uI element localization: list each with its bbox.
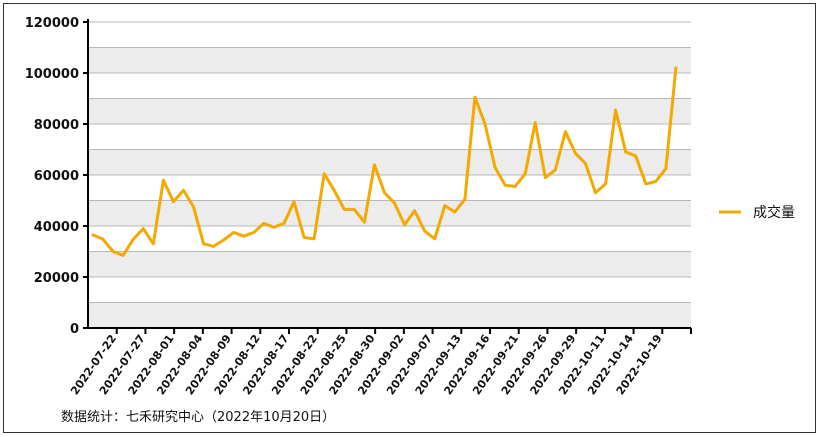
grid-bands xyxy=(88,47,691,328)
grid-band xyxy=(88,200,691,226)
line-chart: 0 20000 40000 60000 80000 100000 120000 2022-0… xyxy=(25,16,795,425)
y-tick-label: 40000 xyxy=(34,220,79,235)
y-tick-label: 60000 xyxy=(34,169,79,184)
grid-band xyxy=(88,98,691,124)
series-layer xyxy=(91,66,678,257)
y-tick-label: 120000 xyxy=(25,16,79,31)
series-line xyxy=(91,66,678,257)
chart-frame: 0 20000 40000 60000 80000 100000 120000 2022-0… xyxy=(3,3,816,433)
grid-band xyxy=(88,47,691,73)
y-tick-label: 20000 xyxy=(34,271,79,286)
y-axis-ticks: 0 20000 40000 60000 80000 100000 120000 xyxy=(25,16,88,337)
grid-band xyxy=(88,251,691,277)
grid-band xyxy=(88,149,691,175)
legend: 成交量 xyxy=(719,204,795,221)
legend-label: 成交量 xyxy=(753,204,795,221)
gridlines xyxy=(88,21,691,303)
y-tick-label: 0 xyxy=(70,322,79,337)
grid-band xyxy=(88,302,691,328)
source-note: 数据统计：七禾研究中心（2022年10月20日） xyxy=(61,410,335,425)
y-tick-label: 80000 xyxy=(34,118,79,133)
y-tick-label: 100000 xyxy=(25,67,79,82)
x-axis-ticks: 2022-07-222022-07-272022-08-012022-08-04… xyxy=(68,328,692,397)
